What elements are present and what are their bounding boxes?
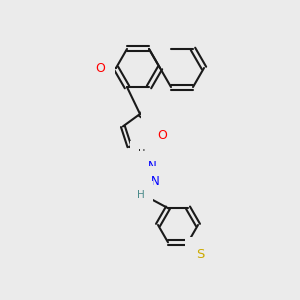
Text: O: O [158, 129, 167, 142]
Text: O: O [95, 61, 105, 74]
Text: H: H [138, 148, 145, 159]
Text: N: N [144, 141, 153, 154]
Text: H: H [136, 190, 144, 200]
Text: S: S [196, 248, 204, 261]
Text: N: N [148, 160, 157, 173]
Text: N: N [151, 119, 160, 132]
Text: H: H [141, 162, 148, 172]
Text: N: N [151, 175, 160, 188]
